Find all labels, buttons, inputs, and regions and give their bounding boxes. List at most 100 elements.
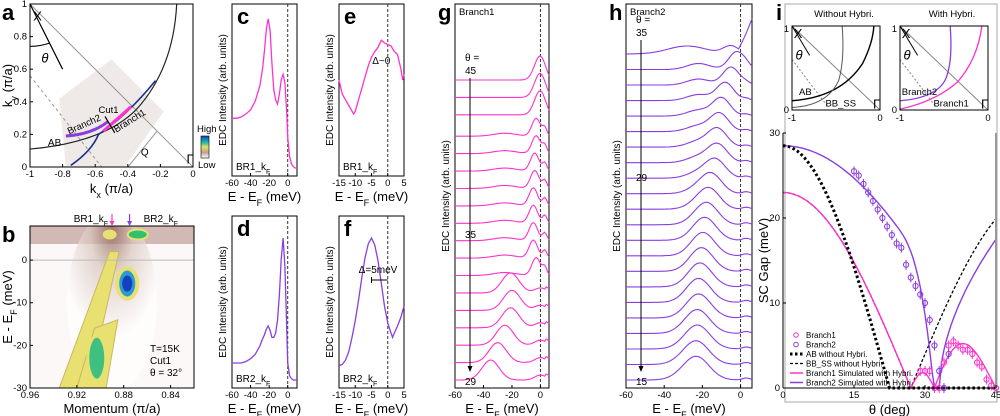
x-axis-label-g-text: E - EF (meV) (465, 401, 538, 416)
branch2-data-point (855, 172, 862, 179)
x-axis-label-g: E - EF (meV) (465, 401, 538, 416)
edc-curve (626, 96, 753, 117)
edc-label-e-main: BR1_k (343, 162, 374, 173)
x-axis-label-f-text: E - EF (meV) (335, 401, 408, 416)
kf-marker-label-1-text: BR1_kF (74, 214, 108, 228)
branch2-data-point (898, 244, 905, 251)
edc-label-e-sub: F (373, 169, 377, 176)
x-tick-label: -10 (348, 390, 362, 401)
theta-arrowhead (467, 366, 473, 372)
x-tick-label: 0 (877, 113, 882, 124)
x-tick-label: 0.96 (21, 390, 40, 401)
x-tick-label: 0 (385, 390, 390, 401)
edc-curve (455, 324, 550, 346)
y-tick-label: 30 (769, 128, 780, 139)
edc-curve (626, 324, 753, 350)
branch2-data-point (921, 299, 929, 307)
edc-label-e: BR1_kF (343, 162, 377, 176)
x-tick-label: -20 (695, 390, 709, 401)
x-axis-label-c: E - EF (meV) (228, 189, 301, 208)
legend-marker (793, 341, 799, 348)
theta-head-label: θ = (465, 53, 479, 64)
branch2-sim-line (783, 145, 997, 389)
x-tick-label: 0.84 (161, 390, 180, 401)
edc-curve (626, 355, 753, 381)
x-axis-label-d: E - EF (meV) (228, 401, 301, 416)
gamma-label: Γ (186, 152, 193, 167)
x-gamma-line (791, 25, 881, 111)
edc-curve (455, 152, 550, 172)
edc-curve (455, 169, 550, 190)
x-tick-label: -5 (367, 178, 375, 189)
x-axis-label-e: E - EF (meV) (335, 189, 408, 208)
x-axis-label-f-sub: F (364, 410, 370, 416)
branch2-curve (65, 120, 110, 138)
edc-curve (626, 50, 753, 71)
x-tick-label: 0 (385, 178, 390, 189)
peak-core (122, 275, 133, 292)
x-tick-label: -40 (477, 390, 491, 401)
kf-arrowhead-2 (127, 221, 133, 226)
q-label: Q (141, 148, 149, 159)
branch2-data-point (893, 240, 900, 247)
x-tick-label: -1 (26, 169, 34, 180)
x-axis-label-d-main: E - E (228, 401, 257, 416)
x-tick-label: -20 (262, 390, 276, 401)
x-axis-label-i: θ (deg) (869, 402, 910, 416)
y-tick-label: -30 (13, 383, 27, 394)
curve-label-1: Branch2 (902, 87, 937, 98)
theta-line (899, 25, 919, 56)
x-axis-label-a-sub: x (96, 190, 101, 200)
branch1-sim-curve (899, 25, 983, 110)
x-tick-label: -0.6 (87, 169, 103, 180)
y-axis-label-a-unit: (π/a) (0, 64, 15, 96)
legend-marker (793, 332, 799, 338)
edc-curve (626, 127, 753, 148)
edc-curve (626, 247, 753, 272)
edc-curve (455, 55, 550, 81)
y-tick-label: 1 (892, 24, 897, 35)
branch2-data-point (888, 231, 895, 239)
edc-curve (626, 308, 753, 334)
inset-frame (899, 25, 989, 111)
branch2-data-point (865, 189, 872, 196)
x-axis-label-a-main: k (90, 181, 97, 196)
edc-curve (626, 293, 753, 319)
theta-mid-label: 29 (636, 173, 648, 184)
y-axis-label-b-main: E - E (0, 315, 15, 344)
y-axis-label-g: EDC Intensity (arb. units) (441, 140, 452, 252)
legend-entry-3: AB without Hybri. (806, 350, 867, 359)
x-tick-label: 0 (285, 178, 290, 189)
x-axis-label-a: kx (π/a) (90, 181, 133, 200)
plot-frame-h (625, 3, 753, 389)
curve-label-2: Branch1 (933, 99, 968, 110)
edc-curve (626, 157, 753, 179)
kf-marker-label-1: BR1_kF (74, 214, 108, 228)
theta-head-label: θ = (636, 15, 650, 26)
x-axis-label-a-text: kx (π/a) (90, 181, 133, 200)
edc-label-d-sub: F (266, 381, 270, 388)
y-tick-label: -20 (13, 340, 27, 351)
x-tick-label: -10 (348, 178, 362, 189)
edc-label-f-text: BR2_kF (343, 374, 377, 388)
edc-curve (455, 272, 550, 294)
x-tick-label: -1 (788, 113, 796, 124)
gamma-label: Γ (981, 96, 988, 111)
edc-label-d-text: BR2_kF (236, 374, 270, 388)
edc-curve (455, 342, 550, 364)
x-tick-label: -20 (505, 390, 519, 401)
y-axis-label-b-unit: (meV) (0, 270, 15, 309)
delta-annotation-e: Δ~0 (372, 56, 391, 67)
panel-letter-b: b (2, 222, 15, 247)
ab-curve (791, 25, 875, 102)
x-tick-label: 0 (738, 390, 743, 401)
branch1-data-point (983, 376, 990, 383)
edc-curve-e (338, 39, 405, 116)
curve-label-1: AB (799, 87, 812, 98)
x-axis-label-a-unit: (π/a) (101, 181, 133, 196)
branch2-data-point (931, 342, 938, 349)
panel-letter-e: e (344, 4, 356, 29)
